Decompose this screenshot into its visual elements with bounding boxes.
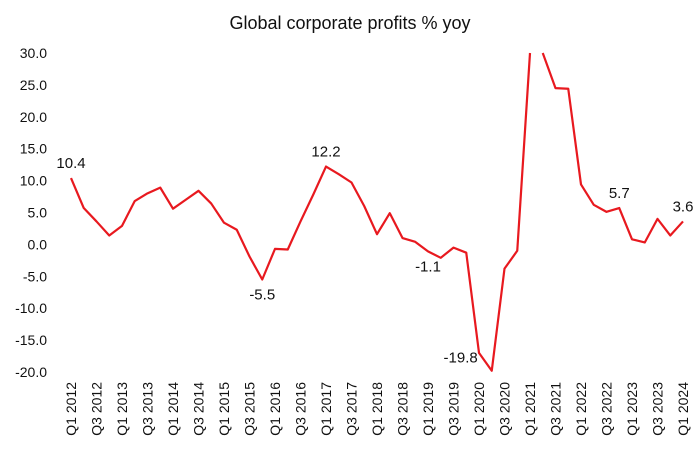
- x-tick-label: Q3 2018: [395, 382, 411, 436]
- y-tick-label: -15.0: [15, 332, 47, 348]
- x-tick-label: Q3 2012: [89, 382, 105, 436]
- x-tick-label: Q1 2022: [573, 382, 589, 436]
- x-axis: Q1 2012 Q3 2012 Q1 2013 Q3 2013 Q1 2014 Q3 20…: [63, 382, 691, 436]
- y-axis: 30.0 25.0 20.0 15.0 10.0 5.0 0.0 -5.0 -10.0 -15.0…: [15, 45, 47, 380]
- data-label: 12.2: [311, 144, 340, 161]
- x-tick-label: Q1 2023: [624, 382, 640, 436]
- x-tick-label: Q1 2020: [471, 382, 487, 436]
- x-tick-label: Q3 2023: [650, 382, 666, 436]
- x-tick-label: Q1 2012: [63, 382, 79, 436]
- x-tick-label: Q3 2013: [140, 382, 156, 436]
- chart-title: Global corporate profits % yoy: [229, 13, 470, 33]
- x-tick-label: Q3 2015: [242, 382, 258, 436]
- data-label: -19.8: [444, 350, 478, 367]
- x-tick-label: Q1 2021: [522, 382, 538, 436]
- y-tick-label: 10.0: [20, 173, 47, 189]
- y-tick-label: 20.0: [20, 109, 47, 125]
- y-tick-label: 30.0: [20, 45, 47, 61]
- x-tick-label: Q1 2014: [165, 382, 181, 436]
- x-tick-label: Q3 2020: [497, 382, 513, 436]
- x-tick-label: Q1 2016: [267, 382, 283, 436]
- series-line-segment: [69, 52, 532, 372]
- x-tick-label: Q1 2024: [675, 382, 691, 436]
- x-tick-label: Q1 2015: [216, 382, 232, 436]
- y-tick-label: 25.0: [20, 77, 47, 93]
- y-tick-label: 0.0: [28, 236, 48, 252]
- x-tick-label: Q1 2019: [420, 382, 436, 436]
- series-profits: [69, 52, 684, 372]
- y-tick-label: -20.0: [15, 364, 47, 380]
- data-label: -5.5: [249, 286, 275, 303]
- x-tick-label: Q1 2013: [114, 382, 130, 436]
- x-tick-label: Q3 2021: [548, 382, 564, 436]
- y-tick-label: 15.0: [20, 141, 47, 157]
- x-tick-label: Q3 2016: [293, 382, 309, 436]
- data-label: 5.7: [609, 185, 630, 202]
- data-label: 10.4: [56, 155, 85, 172]
- x-tick-label: Q1 2017: [318, 382, 334, 436]
- x-tick-label: Q3 2022: [599, 382, 615, 436]
- data-label: -1.1: [415, 258, 441, 275]
- series-line-segment: [541, 52, 684, 244]
- y-tick-label: 5.0: [28, 205, 48, 221]
- data-labels: 10.4 -5.5 12.2 -1.1 -19.8 5.7 3.6: [56, 144, 693, 367]
- y-tick-label: -10.0: [15, 300, 47, 316]
- x-tick-label: Q3 2019: [446, 382, 462, 436]
- x-tick-label: Q3 2014: [191, 382, 207, 436]
- y-tick-label: -5.0: [23, 268, 47, 284]
- x-tick-label: Q3 2017: [344, 382, 360, 436]
- data-label: 3.6: [673, 198, 694, 215]
- x-tick-label: Q1 2018: [369, 382, 385, 436]
